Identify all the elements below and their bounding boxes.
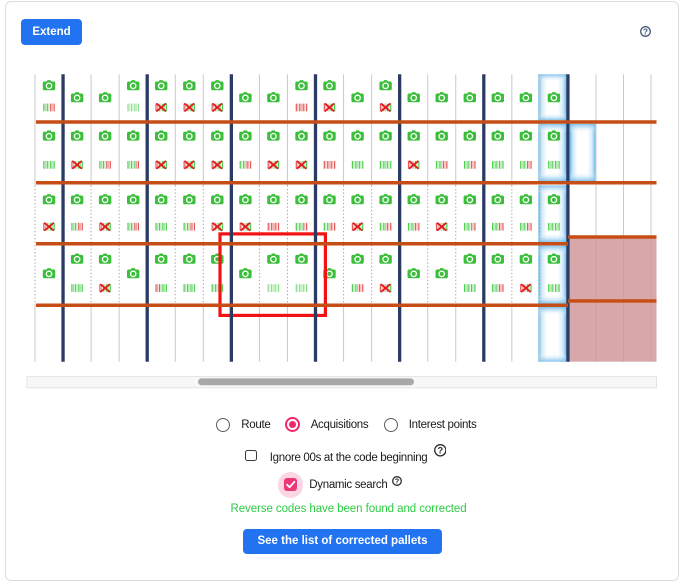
svg-text:?: ?	[643, 27, 648, 37]
svg-text:?: ?	[437, 446, 443, 457]
svg-text:?: ?	[395, 476, 400, 485]
